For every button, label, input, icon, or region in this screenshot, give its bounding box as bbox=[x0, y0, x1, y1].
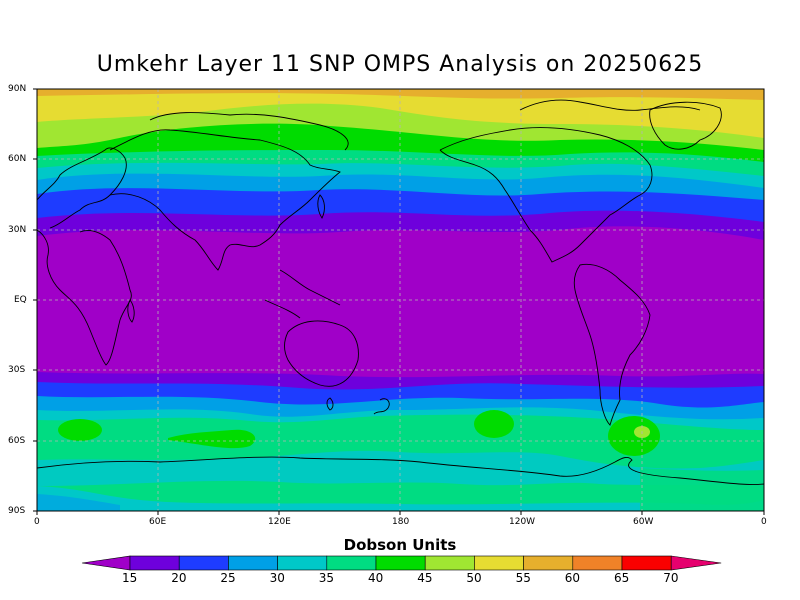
colorbar-segment bbox=[129, 555, 180, 571]
colorbar-tick-label: 70 bbox=[663, 571, 679, 585]
colorbar bbox=[81, 555, 722, 571]
lat-label-60n: 60N bbox=[8, 154, 27, 164]
colorbar-segment bbox=[621, 555, 672, 571]
colorbar-tick-label: 50 bbox=[466, 571, 482, 585]
colorbar-segment bbox=[572, 555, 623, 571]
lat-label-30s: 30S bbox=[8, 365, 26, 375]
colorbar-segment bbox=[523, 555, 574, 571]
lat-label-90n: 90N bbox=[8, 84, 27, 94]
colorbar-segment bbox=[228, 555, 278, 571]
colorbar-tick-label: 60 bbox=[564, 571, 581, 585]
lon-label-60w: 60W bbox=[633, 517, 654, 527]
colorbar-segment bbox=[474, 555, 524, 571]
lat-label-eq: EQ bbox=[14, 295, 27, 305]
colorbar-tick-label: 40 bbox=[368, 571, 384, 585]
colorbar-arrow-low bbox=[81, 555, 131, 571]
lon-label-0-right: 0 bbox=[761, 517, 767, 527]
lon-label-180: 180 bbox=[392, 517, 410, 527]
ozone-field bbox=[37, 89, 764, 511]
colorbar-segment bbox=[178, 555, 229, 571]
colorbar-tick-label: 55 bbox=[515, 571, 531, 585]
lat-label-90s: 90S bbox=[8, 506, 26, 516]
lon-label-0: 0 bbox=[34, 517, 40, 527]
colorbar-tick-label: 30 bbox=[269, 571, 285, 585]
lat-label-60s: 60S bbox=[8, 436, 26, 446]
colorbar-tick-label: 35 bbox=[318, 571, 335, 585]
lon-label-120e: 120E bbox=[268, 517, 291, 527]
lat-label-30n: 30N bbox=[8, 225, 27, 235]
colorbar-segment bbox=[326, 555, 377, 571]
colorbar-segment bbox=[424, 555, 475, 571]
colorbar-title: Dobson Units bbox=[343, 536, 457, 554]
coastlines bbox=[37, 99, 764, 485]
lon-label-120w: 120W bbox=[509, 517, 536, 527]
colorbar-segment bbox=[277, 555, 328, 571]
colorbar-segment bbox=[375, 555, 426, 571]
colorbar-tick-label: 15 bbox=[122, 571, 138, 585]
axis-ticks bbox=[33, 88, 765, 515]
lon-label-60e: 60E bbox=[149, 517, 167, 527]
colorbar-tick-label: 25 bbox=[220, 571, 236, 585]
map-title: Umkehr Layer 11 SNP OMPS Analysis on 202… bbox=[96, 52, 704, 77]
colorbar-tick-label: 45 bbox=[417, 571, 433, 585]
colorbar-tick-label: 65 bbox=[614, 571, 630, 585]
colorbar-tick-label: 20 bbox=[171, 571, 187, 585]
colorbar-arrow-high bbox=[670, 555, 722, 571]
